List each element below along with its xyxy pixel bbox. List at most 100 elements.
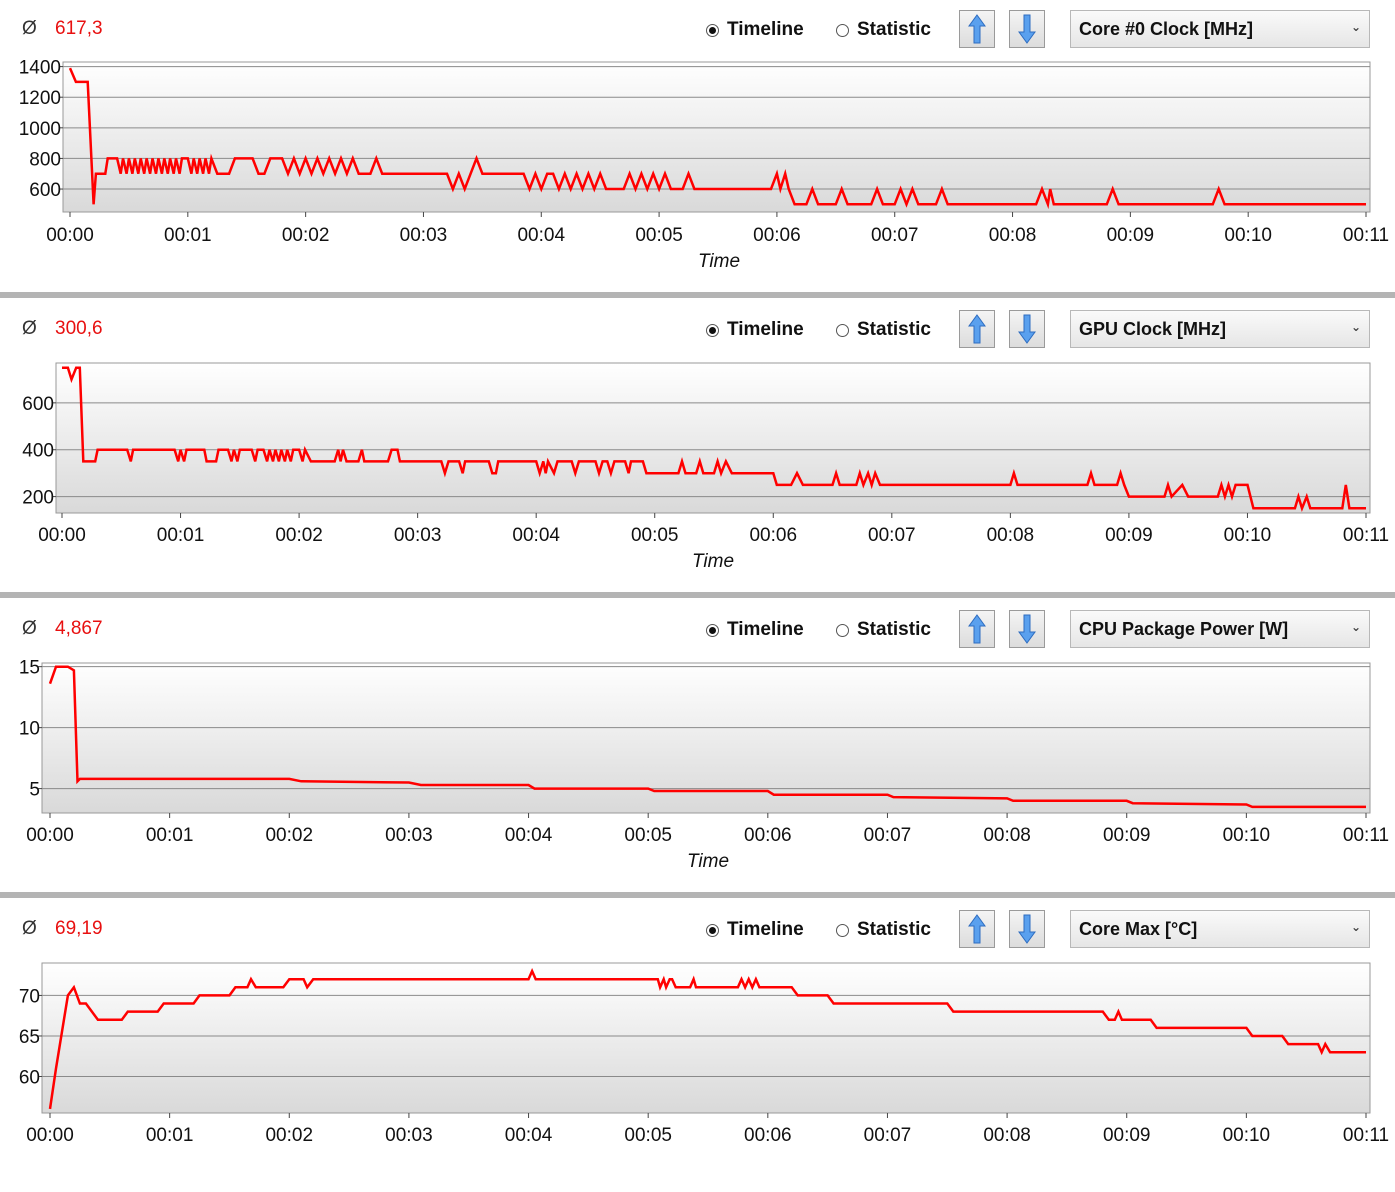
move-down-button[interactable] [1009, 310, 1045, 348]
arrow-up-icon [968, 314, 986, 344]
y-tick-label: 60 [19, 1068, 40, 1089]
average-symbol: Ø [22, 318, 37, 339]
x-tick-label: 00:01 [164, 225, 212, 246]
line-chart: 60 65 70 00:00 00:01 00:02 00:03 00:04 00:05 00:0… [19, 962, 1389, 1146]
y-tick-label: 1200 [19, 88, 61, 109]
x-tick-label: 00:07 [871, 225, 919, 246]
x-tick-label: 00:06 [744, 825, 792, 846]
timeline-radio[interactable]: Timeline [706, 618, 804, 642]
timeline-radio[interactable]: Timeline [706, 918, 804, 942]
x-tick-label: 00:08 [987, 525, 1035, 546]
timeline-radio[interactable]: Timeline [706, 18, 804, 42]
timeline-radio-label: Timeline [727, 19, 804, 40]
chevron-down-icon: ⌄ [1350, 920, 1361, 934]
arrow-down-icon [1018, 614, 1036, 644]
x-tick-label: 00:00 [26, 825, 74, 846]
sensor-select[interactable]: CPU Package Power [W] ⌄ [1070, 610, 1370, 648]
x-axis-title: Time [698, 251, 740, 272]
radio-unselected-icon [836, 323, 849, 337]
chart-panel-gpu-clock: Ø 300,6 Timeline Statistic GPU Clock [MH… [0, 300, 1395, 592]
x-tick-label: 00:03 [385, 1125, 433, 1146]
arrow-up-icon [968, 614, 986, 644]
x-axis-title: Time [692, 551, 734, 572]
panel-separator [0, 592, 1395, 598]
statistic-radio[interactable]: Statistic [836, 918, 931, 942]
arrow-up-icon [968, 14, 986, 44]
sensor-select[interactable]: Core #0 Clock [MHz] ⌄ [1070, 10, 1370, 48]
x-tick-label: 00:11 [1343, 825, 1389, 846]
x-tick-label: 00:07 [868, 525, 916, 546]
timeline-radio-label: Timeline [727, 619, 804, 640]
average-symbol: Ø [22, 618, 37, 639]
arrow-down-icon [1018, 314, 1036, 344]
series-line [48, 665, 1366, 809]
series-line [62, 366, 1366, 513]
move-down-button[interactable] [1009, 10, 1045, 48]
x-tick-label: 00:06 [749, 525, 797, 546]
x-tick-label: 00:08 [983, 1125, 1031, 1146]
radio-unselected-icon [836, 923, 849, 937]
x-tick-label: 00:04 [505, 825, 553, 846]
sensor-select[interactable]: Core Max [°C] ⌄ [1070, 910, 1370, 948]
radio-unselected-icon [836, 23, 849, 37]
x-tick-label: 00:04 [505, 1125, 553, 1146]
line-chart: 5 10 15 00:00 00:01 00:02 00:03 00:04 00:05 00:06… [19, 658, 1389, 872]
y-tick-label: 800 [29, 149, 61, 170]
chevron-down-icon: ⌄ [1350, 620, 1361, 634]
chart-panel-core-max-temp: Ø 69,19 Timeline Statistic Core Max [°C]… [0, 900, 1395, 1192]
y-tick-label: 1000 [19, 119, 61, 140]
plot-area [62, 61, 1371, 213]
x-tick-label: 00:05 [624, 1125, 672, 1146]
move-down-button[interactable] [1009, 910, 1045, 948]
x-tick-label: 00:10 [1223, 825, 1271, 846]
chevron-down-icon: ⌄ [1350, 320, 1361, 334]
x-tick-label: 00:02 [282, 225, 330, 246]
x-tick-label: 00:05 [635, 225, 683, 246]
arrow-down-icon [1018, 914, 1036, 944]
move-down-button[interactable] [1009, 610, 1045, 648]
sensor-select-value: Core #0 Clock [MHz] [1079, 19, 1254, 39]
statistic-radio[interactable]: Statistic [836, 18, 931, 42]
x-tick-label: 00:10 [1224, 525, 1272, 546]
arrow-down-icon [1018, 14, 1036, 44]
move-up-button[interactable] [959, 310, 995, 348]
move-up-button[interactable] [959, 10, 995, 48]
average-value: 69,19 [55, 918, 103, 939]
x-tick-label: 00:06 [753, 225, 801, 246]
statistic-radio-label: Statistic [857, 619, 931, 640]
y-tick-label: 200 [22, 488, 54, 509]
average-symbol: Ø [22, 918, 37, 939]
chart-panel-cpu-power: Ø 4,867 Timeline Statistic CPU Package P… [0, 600, 1395, 892]
x-tick-label: 00:00 [38, 525, 86, 546]
radio-selected-icon [706, 323, 719, 337]
x-tick-label: 00:04 [517, 225, 565, 246]
arrow-up-icon [968, 914, 986, 944]
y-tick-label: 15 [19, 658, 40, 679]
line-chart: 600 800 1000 1200 1400 00:00 00:01 00:02 00:03 00… [19, 58, 1389, 272]
statistic-radio-label: Statistic [857, 319, 931, 340]
x-tick-label: 00:07 [864, 1125, 912, 1146]
statistic-radio[interactable]: Statistic [836, 318, 931, 342]
timeline-radio-label: Timeline [727, 319, 804, 340]
sensor-select-value: GPU Clock [MHz] [1079, 319, 1227, 339]
timeline-radio[interactable]: Timeline [706, 318, 804, 342]
x-tick-label: 00:02 [265, 1125, 313, 1146]
statistic-radio[interactable]: Statistic [836, 618, 931, 642]
radio-selected-icon [706, 23, 719, 37]
x-tick-label: 00:02 [265, 825, 313, 846]
y-tick-label: 400 [22, 441, 54, 462]
timeline-radio-label: Timeline [727, 919, 804, 940]
y-tick-label: 600 [22, 394, 54, 415]
average-value: 300,6 [55, 318, 103, 339]
x-tick-label: 00:11 [1343, 1125, 1389, 1146]
move-up-button[interactable] [959, 610, 995, 648]
sensor-select[interactable]: GPU Clock [MHz] ⌄ [1070, 310, 1370, 348]
plot-area [41, 662, 1371, 814]
x-tick-label: 00:02 [275, 525, 323, 546]
move-up-button[interactable] [959, 910, 995, 948]
x-tick-label: 00:05 [624, 825, 672, 846]
y-tick-label: 65 [19, 1027, 40, 1048]
x-tick-label: 00:08 [989, 225, 1037, 246]
panel-separator [0, 892, 1395, 898]
average-value: 617,3 [55, 18, 103, 39]
